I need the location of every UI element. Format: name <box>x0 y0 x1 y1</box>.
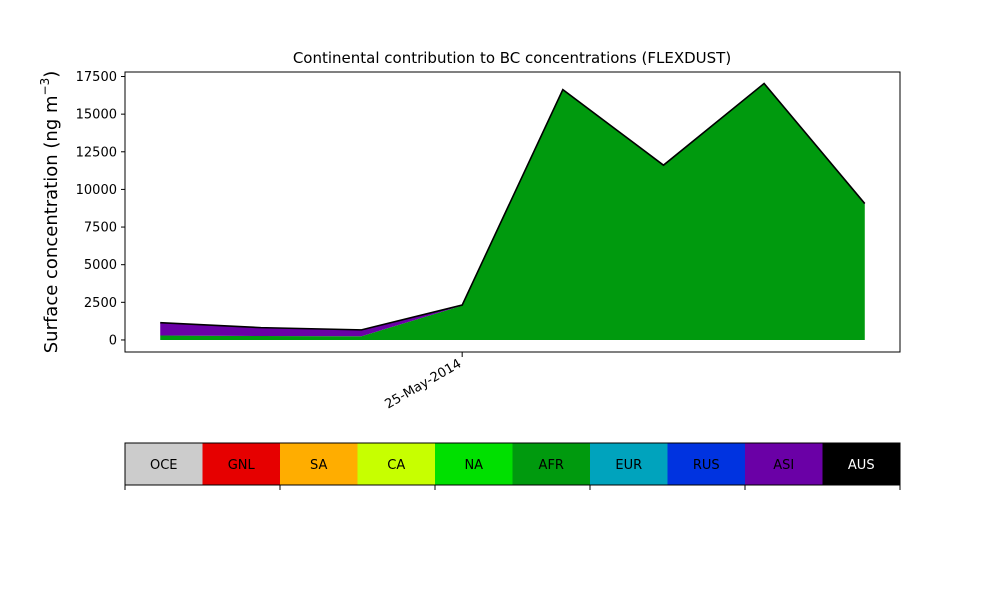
total-outline-line <box>160 82 866 331</box>
y-tick-label: 12500 <box>76 145 117 160</box>
y-axis-label-main: Surface concentration (ng m <box>41 95 62 353</box>
legend-swatch-aus <box>822 443 900 485</box>
y-tick-label: 5000 <box>84 258 117 273</box>
legend-swatch-ca <box>357 443 435 485</box>
legend-colorbar: OCE GNL SA CA NA AFR EUR RUS ASI AUS <box>124 442 901 490</box>
legend-frame <box>124 442 901 486</box>
legend-label-rus: RUS <box>693 458 720 473</box>
legend-label-na: NA <box>464 458 483 473</box>
legend-label-ca: CA <box>387 458 405 473</box>
plot-area <box>160 82 866 340</box>
legend-label-sa: SA <box>310 458 327 473</box>
y-tick-label: 17500 <box>76 70 117 85</box>
legend-swatch-sa <box>280 443 358 485</box>
y-axis-label-exponent: −3 <box>38 78 52 96</box>
legend-label-eur: EUR <box>615 458 642 473</box>
y-tick-label: 2500 <box>84 296 117 311</box>
legend-swatch-afr <box>512 443 590 485</box>
legend-swatch-asi <box>745 443 823 485</box>
x-tick-label: 25-May-2014 <box>382 356 464 412</box>
legend-label-asi: ASI <box>773 458 794 473</box>
legend-swatch-na <box>435 443 513 485</box>
y-tick-label: 10000 <box>76 183 117 198</box>
y-axis-label: Surface concentration (ng m−3) <box>38 71 62 354</box>
y-tick-label: 15000 <box>76 108 117 123</box>
chart-title: Continental contribution to BC concentra… <box>293 49 731 67</box>
legend-label-oce: OCE <box>150 458 178 473</box>
legend-label-afr: AFR <box>539 458 564 473</box>
axes-frame <box>124 71 901 353</box>
legend-label-gnl: GNL <box>228 458 256 473</box>
legend-swatch-rus <box>667 443 745 485</box>
y-tick-label: 7500 <box>84 221 117 236</box>
y-axis-label-close: ) <box>41 71 62 78</box>
legend-swatch-eur <box>590 443 668 485</box>
area-afr <box>160 84 865 340</box>
y-tick-label: 0 <box>109 333 117 348</box>
legend-swatch-oce <box>125 443 203 485</box>
legend-label-aus: AUS <box>848 458 875 473</box>
legend-swatch-gnl <box>202 443 280 485</box>
